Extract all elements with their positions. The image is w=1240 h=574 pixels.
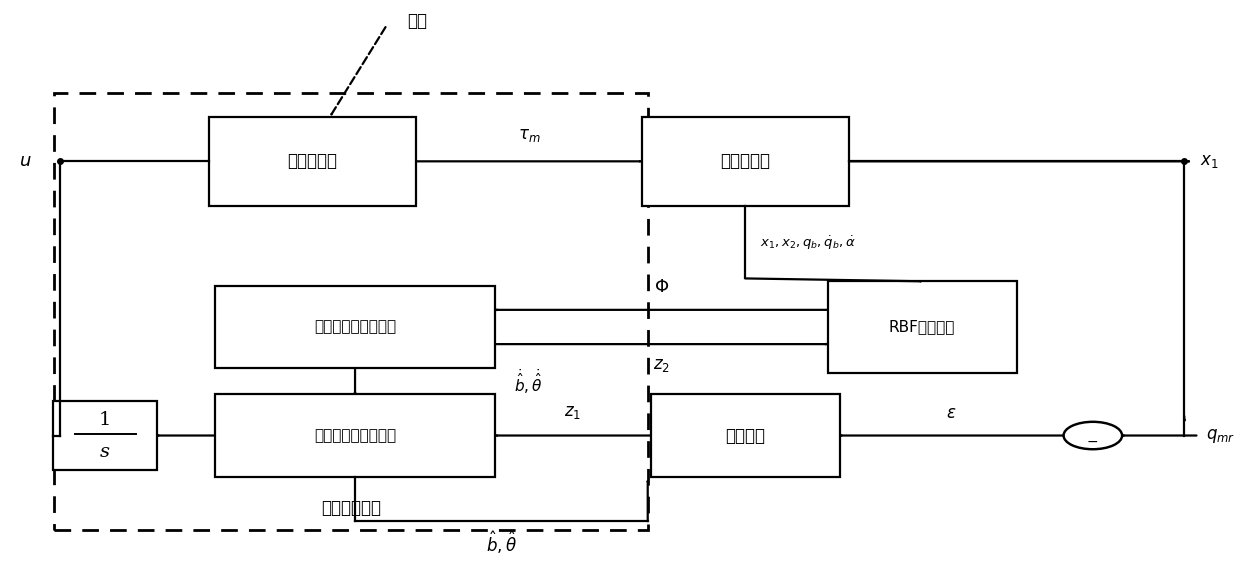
Bar <box>208 117 415 205</box>
Text: 误差映射: 误差映射 <box>725 426 765 444</box>
Bar <box>215 394 495 477</box>
Text: $\dot{\hat{b}},\dot{\hat{\theta}}$: $\dot{\hat{b}},\dot{\hat{\theta}}$ <box>513 367 542 395</box>
Text: RBF神经网络: RBF神经网络 <box>889 320 955 335</box>
Text: 自适应反步法步骤二: 自适应反步法步骤二 <box>314 428 396 443</box>
Bar <box>53 401 157 470</box>
Text: 自适应控制器: 自适应控制器 <box>321 499 381 517</box>
Text: $x_1,x_2,q_b,\dot{q}_b,\dot{\alpha}$: $x_1,x_2,q_b,\dot{q}_b,\dot{\alpha}$ <box>760 235 856 252</box>
Text: 关节执行器: 关节执行器 <box>288 152 337 170</box>
Text: $q_{mr}$: $q_{mr}$ <box>1207 426 1235 444</box>
Bar <box>53 93 647 530</box>
Text: 1: 1 <box>99 410 112 429</box>
Text: $\hat{b},\hat{\theta}$: $\hat{b},\hat{\theta}$ <box>486 530 517 556</box>
Text: $z_1$: $z_1$ <box>564 404 582 421</box>
Text: $\varepsilon$: $\varepsilon$ <box>946 405 957 422</box>
Text: $u$: $u$ <box>20 152 32 170</box>
Bar <box>827 281 1017 373</box>
Text: $x_1$: $x_1$ <box>1200 153 1219 170</box>
Bar <box>651 394 839 477</box>
Text: 空间机械臂: 空间机械臂 <box>720 152 770 170</box>
Bar <box>215 286 495 369</box>
Text: $\Phi$: $\Phi$ <box>653 278 670 296</box>
Text: 故障: 故障 <box>408 13 428 30</box>
Text: $\tau_m$: $\tau_m$ <box>517 127 541 144</box>
Bar <box>641 117 849 205</box>
Text: −: − <box>1087 435 1099 449</box>
Text: $z_2$: $z_2$ <box>653 358 670 374</box>
Text: 自适应反步法步骤一: 自适应反步法步骤一 <box>314 320 396 335</box>
Text: s: s <box>100 443 110 460</box>
